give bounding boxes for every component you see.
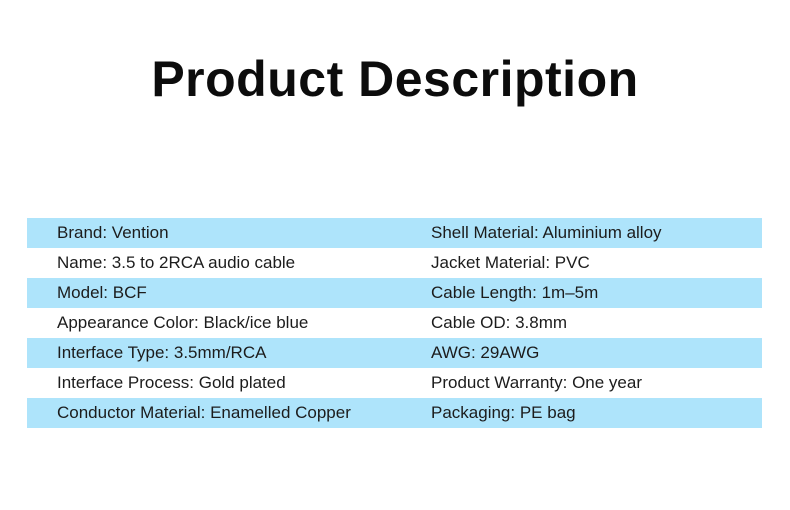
spec-cell-jacket-material: Jacket Material: PVC xyxy=(431,253,590,272)
spec-table: Brand: Vention Shell Material: Aluminium… xyxy=(27,218,762,428)
spec-cell-appearance-color: Appearance Color: Black/ice blue xyxy=(57,313,309,332)
spec-cell-interface-process: Interface Process: Gold plated xyxy=(57,373,286,392)
table-row: Interface Process: Gold plated Product W… xyxy=(27,368,762,398)
table-row: Interface Type: 3.5mm/RCA AWG: 29AWG xyxy=(27,338,762,368)
spec-cell-brand: Brand: Vention xyxy=(57,223,169,242)
spec-cell-cable-od: Cable OD: 3.8mm xyxy=(431,313,568,332)
spec-cell-awg: AWG: 29AWG xyxy=(431,343,540,362)
spec-cell-name: Name: 3.5 to 2RCA audio cable xyxy=(57,253,296,272)
table-row: Model: BCF Cable Length: 1m–5m xyxy=(27,278,762,308)
table-row: Conductor Material: Enamelled Copper Pac… xyxy=(27,398,762,428)
table-row: Brand: Vention Shell Material: Aluminium… xyxy=(27,218,762,248)
spec-cell-cable-length: Cable Length: 1m–5m xyxy=(431,283,599,302)
spec-cell-model: Model: BCF xyxy=(57,283,147,302)
spec-cell-shell-material: Shell Material: Aluminium alloy xyxy=(431,223,662,242)
table-row: Appearance Color: Black/ice blue Cable O… xyxy=(27,308,762,338)
spec-cell-packaging: Packaging: PE bag xyxy=(431,403,576,422)
page-title: Product Description xyxy=(151,51,639,107)
spec-cell-product-warranty: Product Warranty: One year xyxy=(431,373,643,392)
table-row: Name: 3.5 to 2RCA audio cable Jacket Mat… xyxy=(27,248,762,278)
spec-cell-conductor-material: Conductor Material: Enamelled Copper xyxy=(57,403,351,422)
spec-cell-interface-type: Interface Type: 3.5mm/RCA xyxy=(57,343,267,362)
